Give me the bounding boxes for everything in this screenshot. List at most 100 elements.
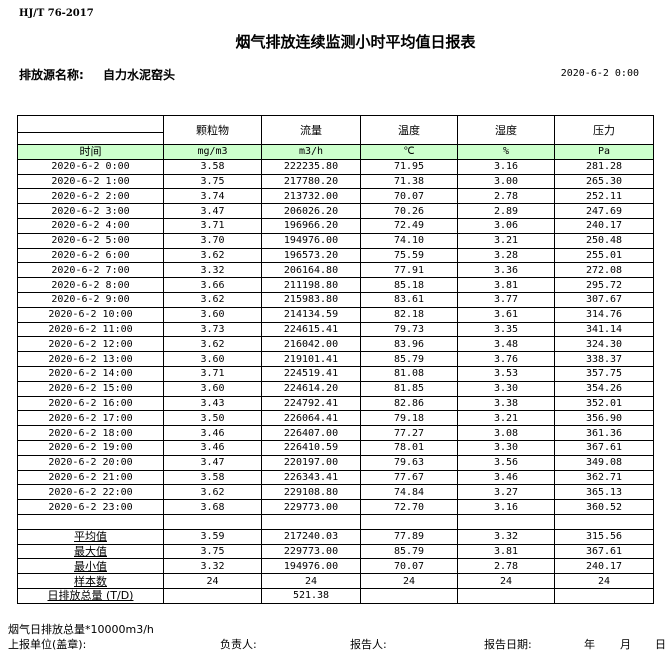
cell-flow: 217240.03 [261,528,361,545]
year-label: 年 [584,638,595,651]
blank-row [17,513,654,530]
cell-humidity: 2.89 [457,203,555,219]
cell-particulate: 3.58 [163,469,262,486]
cell-particulate: 3.59 [163,528,262,545]
cell-flow: 214134.59 [261,306,361,323]
cell-temperature: 81.08 [360,365,458,382]
cell-particulate: 3.50 [163,410,262,427]
cell-humidity: 3.21 [457,232,555,249]
cell-temperature: 79.63 [360,454,458,471]
stat-row: 最大值 3.75 229773.00 85.79 3.81 367.61 [17,543,654,560]
cell-pressure: 240.17 [554,217,654,234]
stat-label: 日排放总量 (T/D) [17,587,164,604]
cell-pressure: 324.30 [554,336,654,353]
cell-flow: 229773.00 [261,499,361,515]
cell-humidity: 3.30 [457,380,555,397]
stat-label: 最小值 [17,558,164,575]
cell-temperature: 77.67 [360,469,458,486]
cell-temperature: 71.95 [360,158,458,175]
table-row: 2020-6-2 15:00 3.60 224614.20 81.85 3.30 354.… [17,380,654,397]
unit-pressure: Pa [554,144,654,160]
table-row: 2020-6-2 8:00 3.66 211198.80 85.18 3.81 295.7… [17,277,654,293]
cell-flow: 219101.41 [261,351,361,367]
cell-temperature: 75.59 [360,247,458,264]
cell-flow: 213732.00 [261,188,361,205]
unit-temperature: ℃ [360,144,458,160]
cell-particulate: 3.62 [163,484,262,501]
cell-time: 2020-6-2 3:00 [17,203,164,219]
cell-temperature: 70.07 [360,188,458,205]
report-date-label: 报告日期: [484,638,532,651]
cell-pressure: 354.26 [554,380,654,397]
cell-flow: 196966.20 [261,217,361,234]
cell-pressure: 307.67 [554,291,654,308]
cell-time: 2020-6-2 8:00 [17,277,164,293]
cell-humidity: 3.06 [457,217,555,234]
cell-pressure: 281.28 [554,158,654,175]
col-header-flow: 流量 [261,115,361,145]
cell-flow: 224519.41 [261,365,361,382]
cell-humidity: 3.00 [457,173,555,190]
cell-particulate: 24 [163,573,262,589]
cell-pressure: 338.37 [554,351,654,367]
cell-temperature: 70.07 [360,558,458,575]
report-table: 颗粒物 流量 温度 湿度 压力 时间 mg/m3 m3/h ℃ % Pa 202… [17,115,654,604]
cell-temperature: 85.18 [360,277,458,293]
table-row: 2020-6-2 5:00 3.70 194976.00 74.10 3.21 250.4… [17,232,654,249]
source-label: 排放源名称: [19,68,84,82]
cell-time: 2020-6-2 10:00 [17,306,164,323]
cell-temperature: 85.79 [360,543,458,560]
cell-pressure: 272.08 [554,262,654,279]
cell-humidity: 3.46 [457,469,555,486]
cell-particulate [163,513,262,530]
standard-code: HJ/T 76-2017 [19,8,94,19]
cell-humidity: 3.76 [457,351,555,367]
cell-time: 2020-6-2 2:00 [17,188,164,205]
table-row: 2020-6-2 21:00 3.58 226343.41 77.67 3.46 362.… [17,469,654,486]
cell-time: 2020-6-2 18:00 [17,425,164,441]
cell-temperature: 77.27 [360,425,458,441]
col-header-humidity: 湿度 [457,115,555,145]
units-row: 时间 mg/m3 m3/h ℃ % Pa [17,144,654,160]
report-title: 烟气排放连续监测小时平均值日报表 [235,33,476,51]
table-row: 2020-6-2 9:00 3.62 215983.80 83.61 3.77 307.6… [17,291,654,308]
cell-pressure [554,513,654,530]
table-row: 2020-6-2 19:00 3.46 226410.59 78.01 3.30 367.… [17,439,654,456]
responsible-person-label: 负责人: [220,638,257,651]
cell-temperature: 82.18 [360,306,458,323]
cell-time: 2020-6-2 4:00 [17,217,164,234]
cell-flow: 196573.20 [261,247,361,264]
stat-label: 样本数 [17,573,164,589]
reporting-unit-label: 上报单位(盖章): [8,638,87,651]
cell-flow: 226410.59 [261,439,361,456]
cell-pressure [554,587,654,604]
stat-row: 样本数 24 24 24 24 24 [17,573,654,589]
cell-particulate: 3.66 [163,277,262,293]
cell-particulate: 3.32 [163,558,262,575]
cell-pressure: 367.61 [554,439,654,456]
cell-particulate: 3.43 [163,395,262,412]
cell-flow: 226343.41 [261,469,361,486]
cell-particulate: 3.32 [163,262,262,279]
table-row: 2020-6-2 13:00 3.60 219101.41 85.79 3.76 338.… [17,351,654,367]
stat-label: 平均值 [17,528,164,545]
cell-time: 2020-6-2 22:00 [17,484,164,501]
cell-temperature: 83.61 [360,291,458,308]
cell-flow: 206164.80 [261,262,361,279]
cell-humidity: 3.56 [457,454,555,471]
unit-humidity: % [457,144,555,160]
cell-pressure: 349.08 [554,454,654,471]
cell-temperature: 74.10 [360,232,458,249]
cell-flow: 224614.20 [261,380,361,397]
cell-particulate: 3.70 [163,232,262,249]
cell-temperature: 81.85 [360,380,458,397]
cell-time: 2020-6-2 21:00 [17,469,164,486]
unit-flow: m3/h [261,144,361,160]
cell-humidity: 2.78 [457,558,555,575]
cell-humidity: 3.21 [457,410,555,427]
cell-humidity [457,587,555,604]
cell-humidity: 3.38 [457,395,555,412]
cell-humidity: 3.28 [457,247,555,264]
cell-time: 2020-6-2 14:00 [17,365,164,382]
cell-temperature: 70.26 [360,203,458,219]
